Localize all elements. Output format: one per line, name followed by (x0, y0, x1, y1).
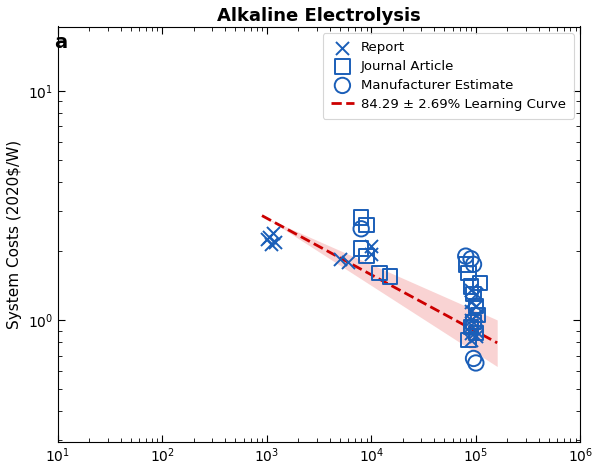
Journal Article (469, 290, 478, 298)
Report (471, 312, 481, 319)
Report (466, 287, 476, 294)
84.29 ± 2.69% Learning Curve (335, 254, 342, 260)
Journal Article (473, 312, 483, 319)
Journal Article (469, 318, 478, 326)
84.29 ± 2.69% Learning Curve (259, 213, 266, 219)
84.29 ± 2.69% Learning Curve (352, 263, 359, 269)
Report (471, 290, 481, 298)
Report (262, 236, 272, 243)
Report (343, 258, 353, 265)
Journal Article (471, 329, 481, 337)
Report (466, 321, 476, 329)
Text: a: a (54, 33, 67, 52)
Report (466, 336, 476, 344)
Report (268, 229, 278, 236)
Journal Article (466, 323, 476, 331)
Journal Article (475, 279, 485, 287)
Journal Article (464, 270, 473, 277)
Journal Article (464, 336, 473, 344)
Report (471, 303, 481, 310)
84.29 ± 2.69% Learning Curve (287, 228, 294, 234)
Manufacturer Estimate (461, 253, 470, 260)
Journal Article (466, 283, 476, 290)
84.29 ± 2.69% Learning Curve (406, 293, 413, 298)
Line: 84.29 ± 2.69% Learning Curve: 84.29 ± 2.69% Learning Curve (262, 216, 497, 343)
84.29 ± 2.69% Learning Curve (428, 304, 436, 310)
Report (270, 238, 280, 245)
Manufacturer Estimate (471, 359, 481, 367)
Journal Article (356, 245, 366, 253)
Journal Article (461, 261, 470, 268)
84.29 ± 2.69% Learning Curve (494, 340, 501, 346)
Report (335, 255, 344, 262)
Journal Article (385, 273, 395, 280)
Report (266, 240, 276, 248)
Title: Alkaline Electrolysis: Alkaline Electrolysis (217, 7, 421, 25)
Report (471, 327, 481, 334)
Journal Article (362, 221, 371, 228)
Report (264, 233, 274, 241)
Report (466, 316, 476, 324)
Report (466, 298, 476, 306)
Manufacturer Estimate (469, 261, 478, 268)
Report (471, 332, 481, 340)
Manufacturer Estimate (466, 255, 476, 262)
Journal Article (375, 270, 385, 277)
Report (466, 329, 476, 337)
Journal Article (362, 253, 371, 260)
Manufacturer Estimate (356, 225, 366, 233)
Legend: Report, Journal Article, Manufacturer Estimate, 84.29 ± 2.69% Learning Curve: Report, Journal Article, Manufacturer Es… (323, 33, 574, 119)
Report (466, 307, 476, 314)
Report (367, 250, 376, 257)
Journal Article (356, 214, 366, 221)
84.29 ± 2.69% Learning Curve (430, 305, 437, 311)
Journal Article (471, 303, 481, 310)
Report (367, 243, 376, 250)
Y-axis label: System Costs (2020$/W): System Costs (2020$/W) (7, 140, 22, 329)
Manufacturer Estimate (469, 354, 478, 362)
